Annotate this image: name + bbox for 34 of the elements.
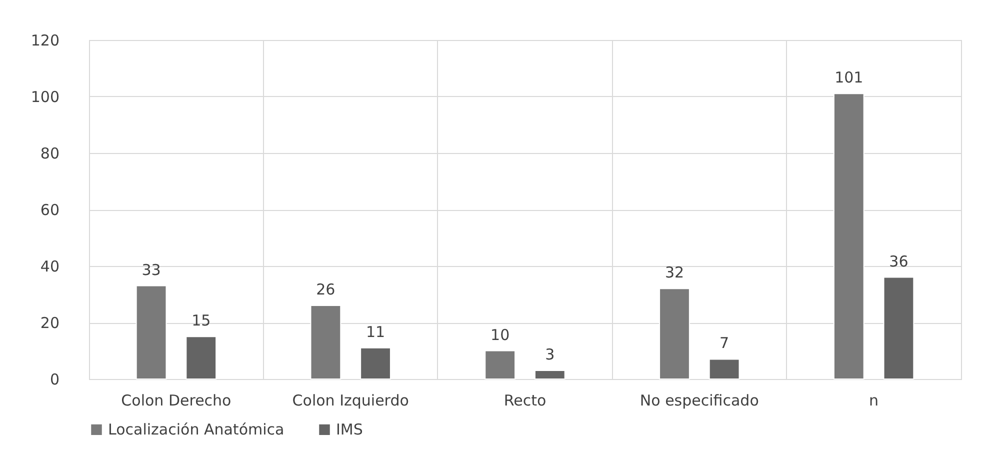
data-label: 10 [490, 326, 510, 344]
x-tick-label: Colon Derecho [121, 392, 232, 410]
data-label: 7 [720, 334, 730, 352]
data-label: 3 [545, 346, 555, 364]
bar [484, 350, 516, 380]
x-tick-label: Recto [504, 392, 546, 410]
y-tick-label: 120 [30, 32, 60, 50]
y-tick-label: 40 [40, 258, 60, 276]
data-label: 36 [889, 252, 908, 270]
y-tick-label: 0 [50, 370, 60, 388]
bar [310, 305, 342, 380]
data-label: 15 [192, 312, 211, 330]
y-tick-label: 60 [40, 201, 60, 219]
legend-label: Localización Anatómica [108, 420, 284, 439]
bar [833, 93, 864, 380]
bar [659, 288, 690, 380]
bar [136, 285, 167, 380]
bar [883, 276, 914, 380]
data-label: 11 [366, 322, 386, 341]
y-tick-label: 100 [30, 88, 60, 106]
y-tick-label: 80 [40, 144, 60, 162]
bar [360, 347, 391, 380]
y-tick-label: 20 [40, 314, 60, 332]
x-tick-label: n [869, 392, 879, 410]
data-label: 26 [316, 280, 336, 299]
bar [534, 370, 566, 380]
legend-label: IMS [336, 420, 363, 439]
x-tick-label: Colon Izquierdo [292, 392, 409, 410]
bar [186, 336, 217, 380]
data-label: 101 [834, 68, 864, 87]
x-tick-label: No especificado [640, 392, 759, 410]
data-label: 33 [142, 260, 161, 279]
data-label: 32 [664, 264, 684, 282]
bar [708, 358, 740, 380]
